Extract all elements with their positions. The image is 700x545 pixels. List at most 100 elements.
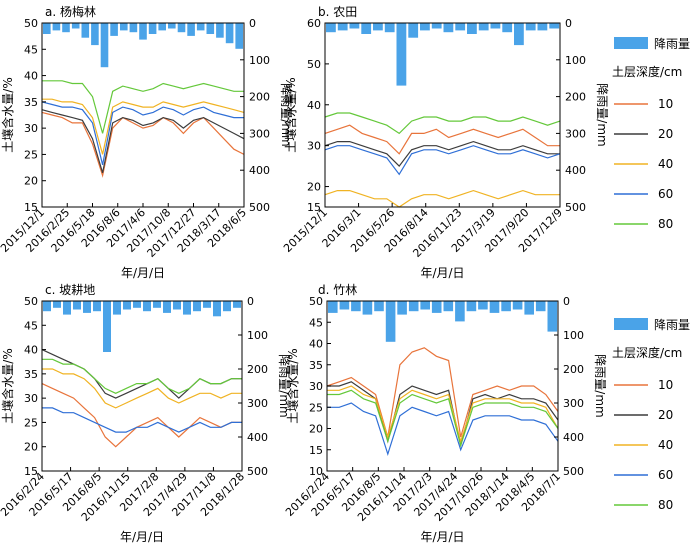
x-tick-label: 2015/12/1 [281,206,330,255]
y-tick-label: 15 [307,201,321,214]
rain-bar [129,23,138,33]
y-tick-label: 35 [309,359,323,372]
rain-bar [225,23,234,44]
y2-axis-label: 降雨量/mm [595,83,609,146]
rain-bar [339,301,350,310]
series-line-80 [327,389,559,448]
rain-bar [177,23,186,33]
series-line-20 [41,109,245,173]
rain-bar [233,301,241,308]
rain-bar [193,301,201,312]
series-line-10 [326,347,559,438]
rain-bar [467,23,477,34]
x-axis-label: 年/月/日 [120,530,164,544]
rain-bar [420,23,430,31]
rain-bar [53,301,61,308]
series-line-60 [324,145,561,176]
y-tick-label: 15 [24,201,38,214]
rain-bar [535,301,546,312]
rain-bar [213,301,221,317]
rain-bar [235,23,243,49]
series-line-10 [324,124,560,155]
y-tick-label: 45 [24,43,38,56]
y-tick-label: 25 [309,401,323,414]
y2-tick-label: 0 [249,17,256,30]
legend-rain-label: 降雨量 [654,318,690,332]
legend-depth-title: 土层深度/cm [612,345,682,360]
legend-rain-label: 降雨量 [654,37,690,51]
legend-depth-label: 60 [658,187,673,201]
rain-bar [71,23,80,29]
y-tick-label: 40 [24,344,38,357]
rain-bar [537,23,548,31]
series-line-60 [41,101,244,166]
series-line-60 [42,407,242,433]
y2-tick-label: 200 [565,91,586,104]
rain-bar [502,23,513,33]
rain-bar [203,301,211,308]
y-tick-label: 40 [309,338,323,351]
rain-bar [158,23,166,31]
rain-bar [43,301,51,312]
rain-bar [524,301,534,315]
series-line-40 [327,385,559,444]
rain-bar [361,23,372,34]
panel-title: d. 竹林 [318,283,357,297]
y-tick-label: 40 [307,99,321,112]
rain-bar [43,23,51,34]
y-tick-label: 50 [24,17,38,30]
rain-bar [187,23,195,36]
x-axis-label: 年/月/日 [420,266,464,280]
rain-bar [103,301,111,352]
y2-tick-label: 500 [249,201,270,214]
rain-bar [478,301,488,310]
y-tick-label: 15 [309,444,323,457]
y2-tick-label: 0 [563,295,570,308]
x-axis-label: 年/月/日 [121,266,165,280]
panel-title: c. 坡耕地 [45,282,95,297]
y-tick-label: 40 [24,70,38,83]
series-line-20 [327,381,559,446]
series-line-40 [42,98,245,155]
y-tick-label: 25 [24,416,38,429]
legend-depth-label: 60 [658,468,673,482]
rain-bar [148,23,157,34]
y2-tick-label: 400 [563,431,584,444]
y-axis-label: 土壤含水量/% [283,77,298,152]
y-axis-label: 土壤含水量/% [0,77,15,152]
y-tick-label: 10 [309,465,323,478]
series-line-10 [41,111,245,178]
rain-bar [337,23,348,31]
rain-bar [384,23,395,33]
y2-tick-label: 500 [247,465,268,478]
y-tick-label: 30 [24,122,38,135]
rain-bar [408,301,419,312]
rain-bar [514,23,524,46]
rain-bar [93,301,101,312]
legend-depth-label: 10 [658,97,673,111]
rain-bar [362,301,373,315]
rain-bar [466,301,477,312]
y-tick-label: 30 [309,380,323,393]
rain-bar [455,23,466,31]
rain-bar [91,23,99,46]
series-line-40 [324,189,560,208]
rain-bar [153,301,161,308]
legend-depth-title: 土层深度/cm [612,64,682,79]
legend-rain-swatch [614,318,648,330]
rain-bar [490,23,501,29]
y2-tick-label: 200 [249,91,270,104]
rain-bar [374,301,384,312]
rain-bar [73,301,81,310]
y-tick-label: 20 [24,175,38,188]
series-line-40 [42,368,242,409]
y-tick-label: 50 [24,295,38,308]
y2-tick-label: 100 [247,329,268,342]
legend-depth-label: 20 [658,408,673,422]
